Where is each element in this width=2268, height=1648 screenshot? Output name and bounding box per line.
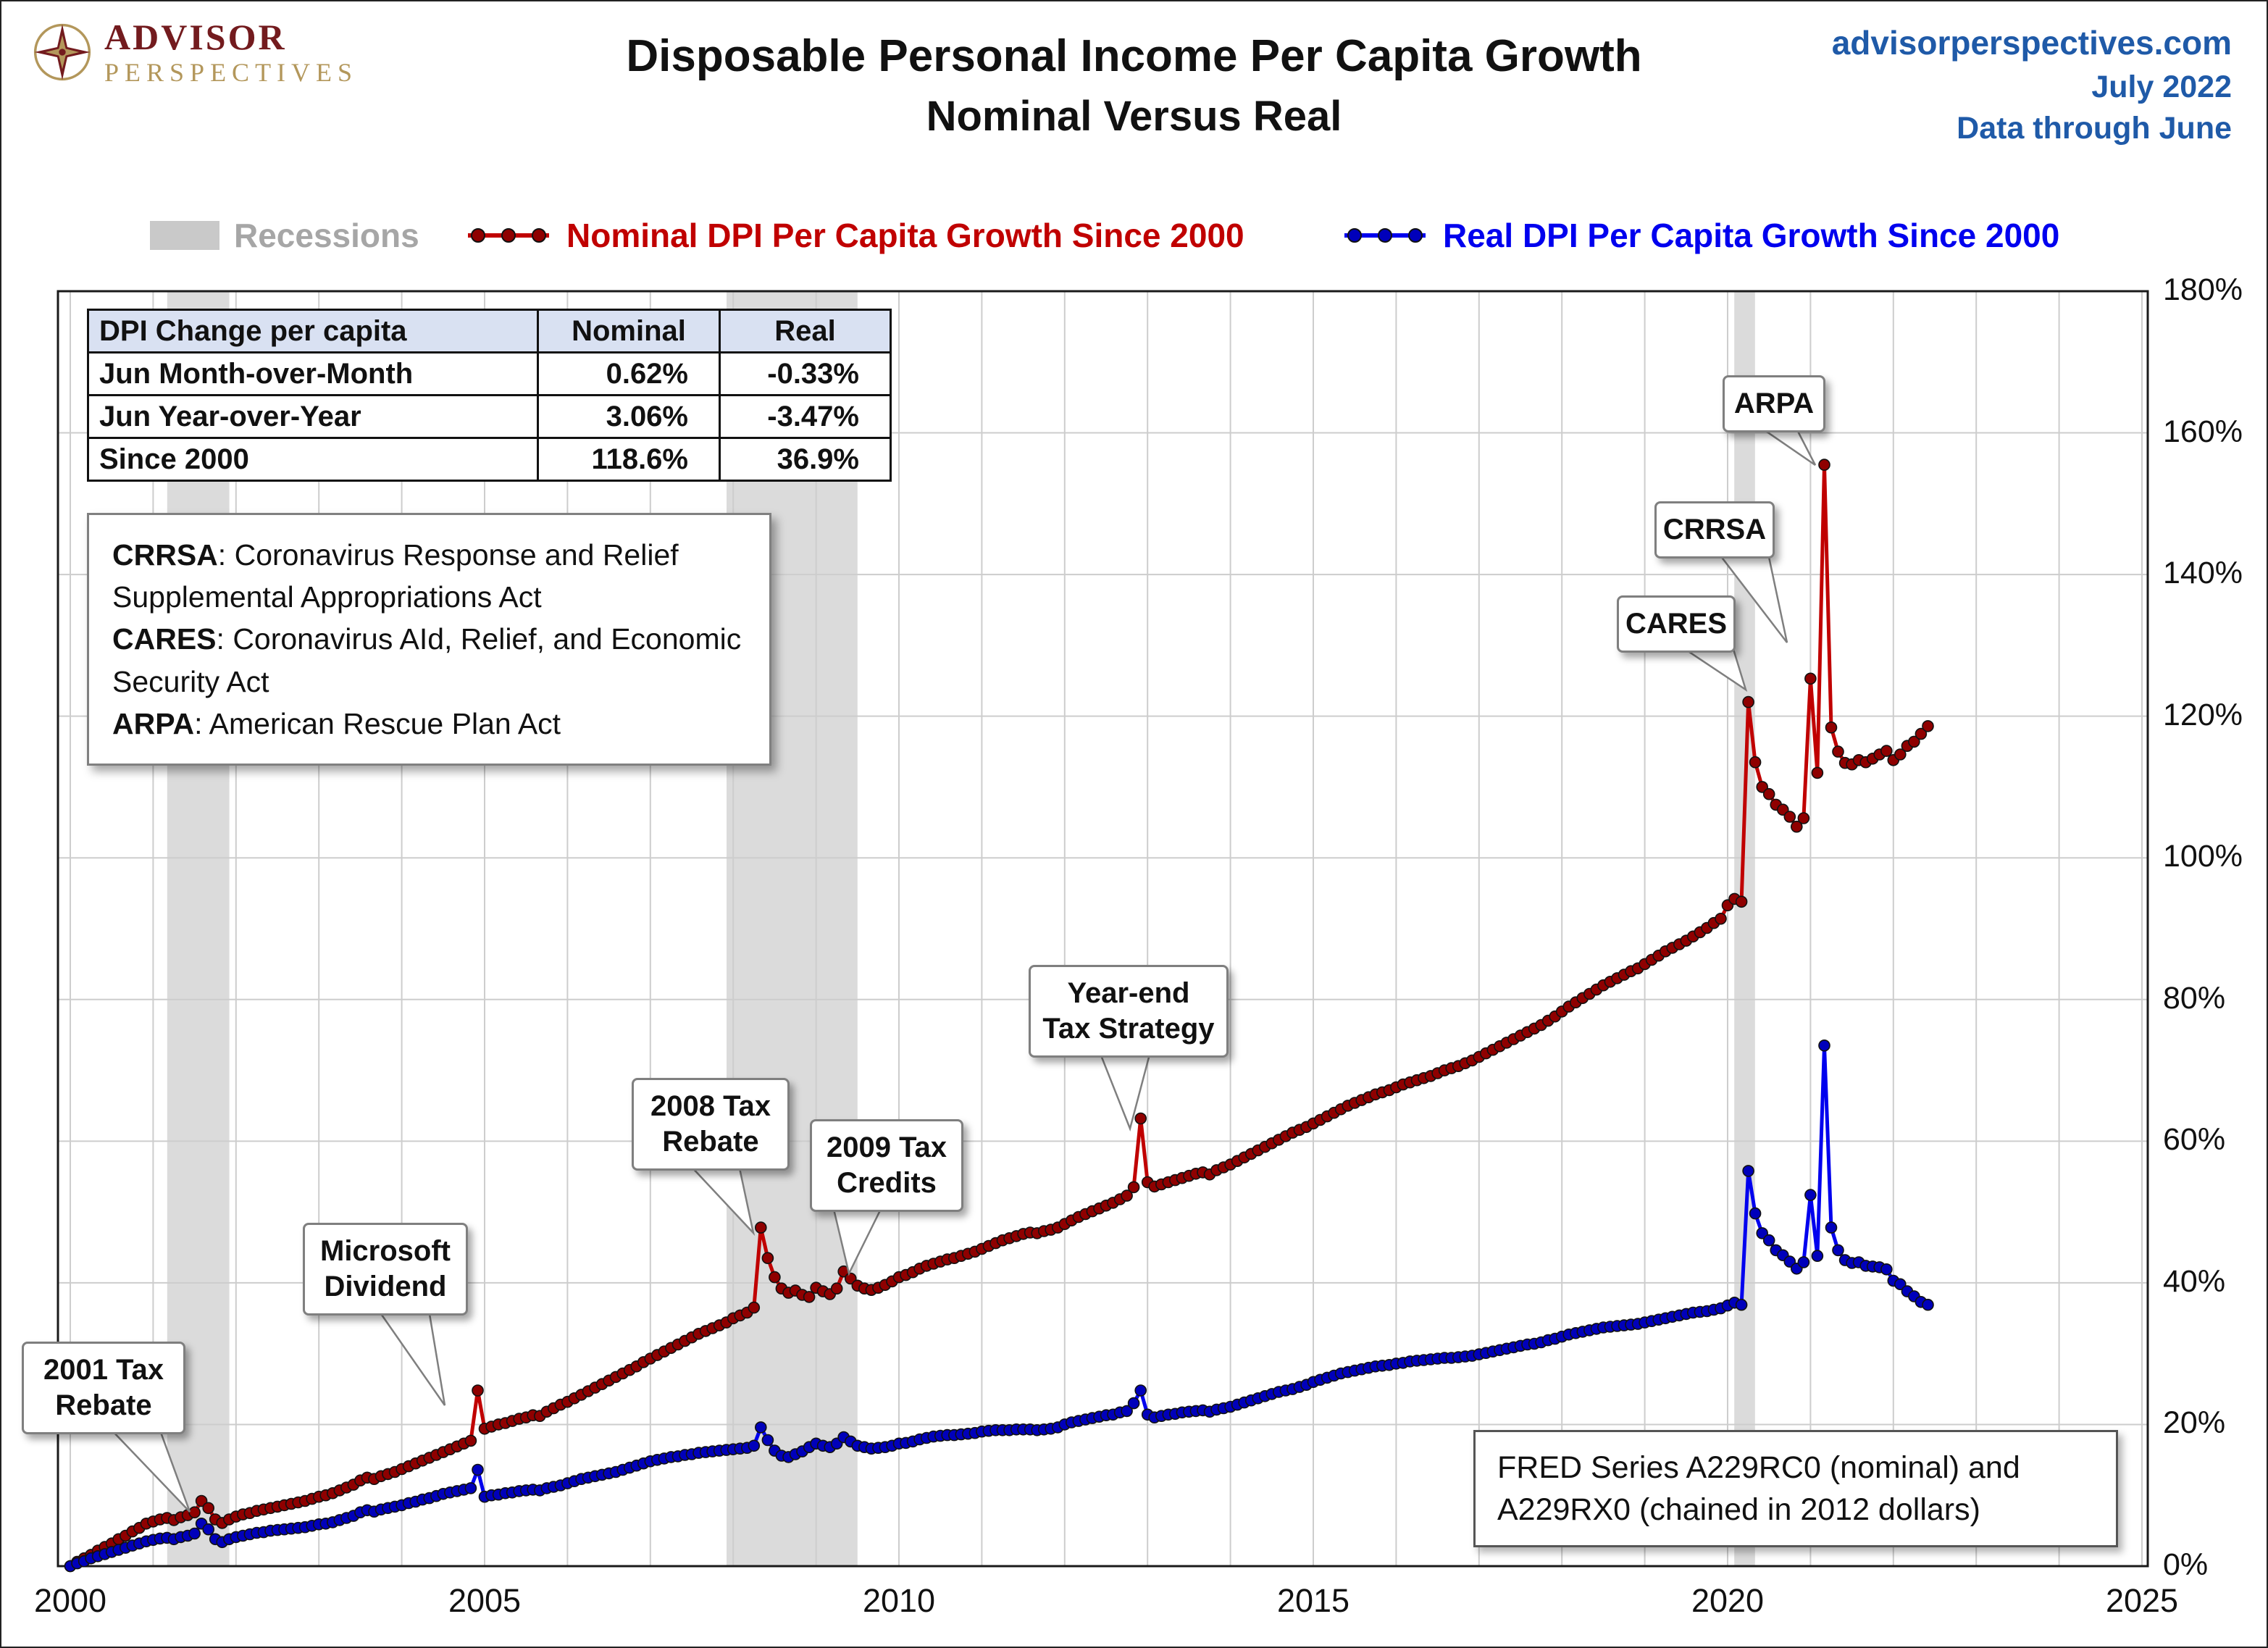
y-axis-tick-label: 100% (2163, 839, 2243, 874)
acronym-cares: CARES: Coronavirus AId, Relief, and Econ… (112, 618, 746, 702)
source-attribution: advisorperspectives.com July 2022 Data t… (1832, 23, 2232, 146)
since2000-real-value: 36.9% (719, 437, 892, 482)
real-line-marker-icon (1344, 228, 1426, 243)
acronym-crrsa-definition: : Coronavirus Response and Relief Supple… (112, 538, 679, 614)
y-axis-tick-label: 140% (2163, 556, 2243, 591)
advisor-perspectives-logo: ADVISOR PERSPECTIVES (32, 19, 358, 85)
x-axis: 2000 2005 2010 2015 2020 2025 (1, 1582, 2267, 1633)
nominal-line-marker-icon (468, 228, 549, 243)
yoy-real-value: -3.47% (719, 394, 892, 439)
row-label-since2000: Since 2000 (87, 437, 539, 482)
table-row-since2000: Since 2000 118.6% 36.9% (87, 437, 892, 482)
acronym-crrsa: CRRSA: Coronavirus Response and Relief S… (112, 534, 746, 618)
fred-source-line-1: FRED Series A229RC0 (nominal) and (1497, 1450, 2020, 1485)
y-axis-tick-label: 120% (2163, 697, 2243, 732)
y-axis: 0% 20% 40% 60% 80% 100% 120% 140% 160% 180% (2163, 1, 2267, 1647)
fred-source-line-2: A229RX0 (chained in 2012 dollars) (1497, 1492, 1980, 1528)
legend-real-label: Real DPI Per Capita Growth Since 2000 (1443, 217, 2060, 254)
acronym-arpa-term: ARPA (112, 706, 195, 740)
x-axis-tick-label: 2000 (33, 1582, 107, 1619)
table-header-nominal: Nominal (537, 309, 721, 354)
fred-source-box: FRED Series A229RC0 (nominal) and A229RX… (1473, 1430, 2118, 1548)
legislation-acronym-box: CRRSA: Coronavirus Response and Relief S… (87, 513, 771, 766)
y-axis-tick-label: 60% (2163, 1122, 2226, 1158)
y-axis-tick-label: 80% (2163, 980, 2226, 1016)
compass-logo-icon (33, 23, 91, 81)
y-axis-tick-label: 20% (2163, 1405, 2226, 1441)
acronym-cares-definition: : Coronavirus AId, Relief, and Economic … (112, 622, 742, 698)
publication-date: July 2022 (2091, 70, 2232, 104)
acronym-arpa-definition: : American Rescue Plan Act (194, 706, 561, 740)
logo-word-perspectives: PERSPECTIVES (104, 58, 359, 87)
legend-nominal-series: Nominal DPI Per Capita Growth Since 2000 (465, 216, 1244, 255)
mom-real-value: -0.33% (719, 351, 892, 396)
x-axis-tick-label: 2010 (862, 1582, 936, 1619)
table-header-real: Real (719, 309, 892, 354)
y-axis-tick-label: 0% (2163, 1547, 2209, 1582)
logo-word-advisor: ADVISOR (104, 17, 287, 57)
table-header-row: DPI Change per capita Nominal Real (87, 309, 892, 354)
x-axis-tick-label: 2025 (2105, 1582, 2179, 1619)
y-axis-tick-label: 160% (2163, 414, 2243, 449)
x-axis-tick-label: 2005 (448, 1582, 522, 1619)
y-axis-tick-label: 40% (2163, 1263, 2226, 1299)
table-row-mom: Jun Month-over-Month 0.62% -0.33% (87, 351, 892, 396)
dpi-summary-table: DPI Change per capita Nominal Real Jun M… (87, 309, 892, 482)
acronym-crrsa-term: CRRSA (112, 538, 218, 572)
x-axis-tick-label: 2020 (1691, 1582, 1765, 1619)
page-title: Disposable Personal Income Per Capita Gr… (1, 30, 2267, 141)
table-header-change: DPI Change per capita (87, 309, 539, 354)
title-line-1: Disposable Personal Income Per Capita Gr… (626, 31, 1642, 81)
legend-real-series: Real DPI Per Capita Growth Since 2000 (1342, 216, 2059, 255)
since2000-nominal-value: 118.6% (537, 437, 721, 482)
data-through-note: Data through June (1957, 111, 2232, 146)
mom-nominal-value: 0.62% (537, 351, 721, 396)
legend-nominal-label: Nominal DPI Per Capita Growth Since 2000 (566, 217, 1244, 254)
legend-recessions-label: Recessions (234, 217, 419, 254)
row-label-yoy: Jun Year-over-Year (87, 394, 539, 439)
recession-swatch-icon (150, 221, 219, 250)
site-url: advisorperspectives.com (1831, 24, 2232, 62)
yoy-nominal-value: 3.06% (537, 394, 721, 439)
title-line-2: Nominal Versus Real (926, 93, 1342, 140)
y-axis-tick-label: 180% (2163, 272, 2243, 307)
x-axis-tick-label: 2015 (1276, 1582, 1350, 1619)
row-label-mom: Jun Month-over-Month (87, 351, 539, 396)
acronym-arpa: ARPA: American Rescue Plan Act (112, 703, 746, 745)
acronym-cares-term: CARES (112, 622, 217, 656)
legend-recessions: Recessions (150, 216, 419, 255)
table-row-yoy: Jun Year-over-Year 3.06% -3.47% (87, 394, 892, 439)
